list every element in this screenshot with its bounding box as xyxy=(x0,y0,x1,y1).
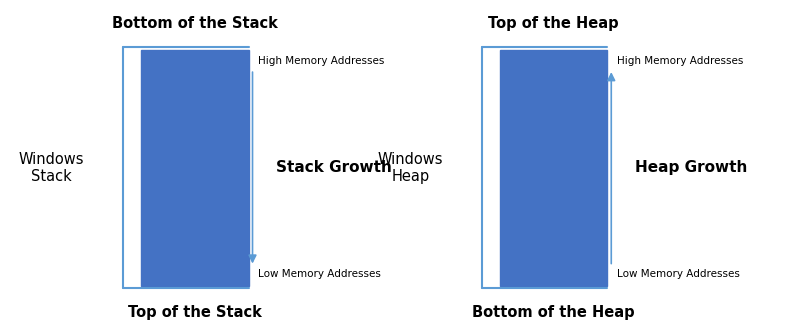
Text: Bottom of the Heap: Bottom of the Heap xyxy=(472,304,634,319)
Bar xyxy=(141,50,249,286)
Text: Top of the Stack: Top of the Stack xyxy=(128,304,262,319)
Text: Bottom of the Stack: Bottom of the Stack xyxy=(112,16,278,31)
Text: High Memory Addresses: High Memory Addresses xyxy=(617,56,743,66)
Bar xyxy=(500,50,607,286)
Text: Windows
Stack: Windows Stack xyxy=(19,152,84,184)
Text: Stack Growth: Stack Growth xyxy=(277,160,392,175)
Text: Top of the Heap: Top of the Heap xyxy=(488,16,618,31)
Text: High Memory Addresses: High Memory Addresses xyxy=(258,56,385,66)
Text: Heap Growth: Heap Growth xyxy=(635,160,747,175)
Text: Windows
Heap: Windows Heap xyxy=(378,152,443,184)
Text: Low Memory Addresses: Low Memory Addresses xyxy=(617,269,740,279)
Text: Low Memory Addresses: Low Memory Addresses xyxy=(258,269,381,279)
